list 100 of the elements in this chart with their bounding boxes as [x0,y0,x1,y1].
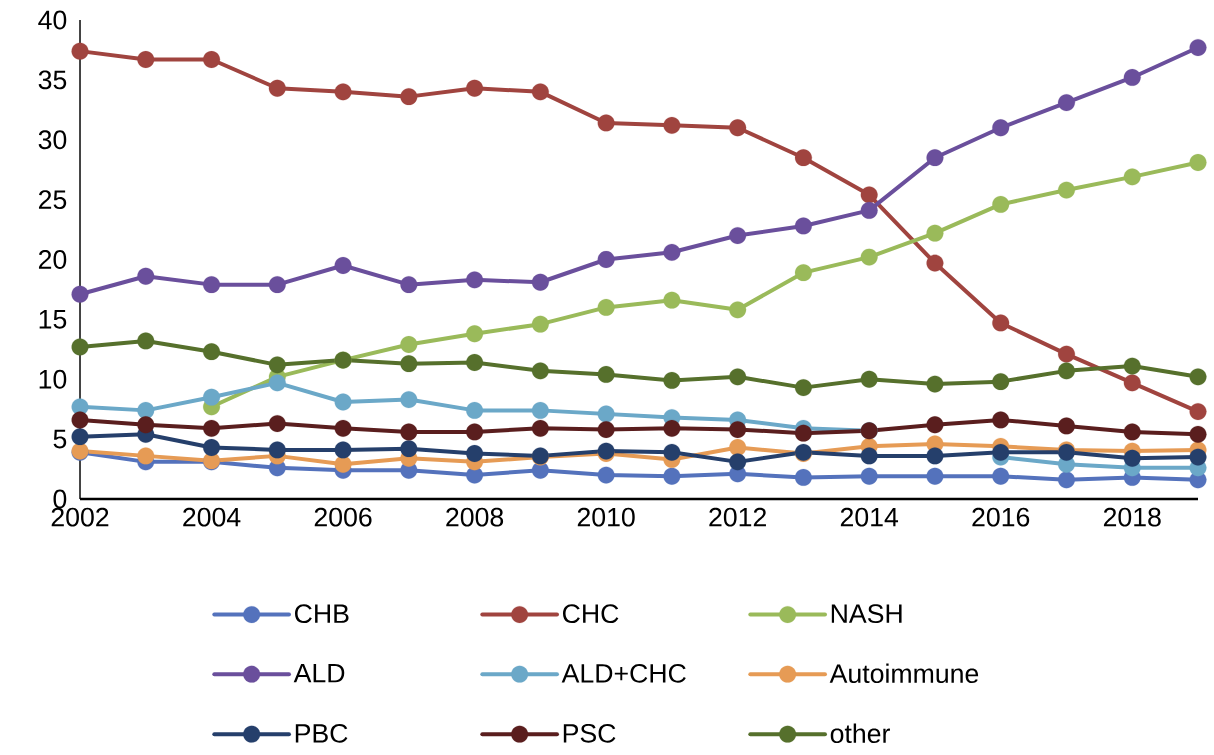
point [1189,448,1207,466]
y-tick-label: 0 [53,489,67,509]
point [268,276,286,294]
point [334,455,352,473]
point [203,439,221,456]
legend-label: PBC [295,723,348,743]
point [1123,449,1141,467]
point [860,186,878,204]
point [1189,368,1207,386]
point [466,325,484,343]
point [729,301,747,319]
point [1189,39,1207,57]
point [794,468,812,486]
point [729,119,747,137]
point [400,423,418,441]
x-tick-label: 2018 [1103,507,1161,527]
point [268,415,286,433]
legend-label: Autoimmune [829,663,979,684]
point [992,314,1010,332]
point [794,264,812,282]
x-tick-label: 2016 [972,507,1030,527]
point [729,439,747,456]
point [663,467,681,485]
point [137,332,155,350]
point [531,419,549,437]
point [137,401,155,419]
point [400,336,418,353]
point [729,227,747,245]
point [992,195,1010,213]
point [268,79,286,97]
point [531,362,549,380]
point [71,42,89,60]
point [203,276,221,294]
point [926,375,944,393]
point [1123,357,1141,375]
point [926,447,944,465]
point [466,271,484,289]
point [531,401,549,419]
point [466,79,484,97]
y-tick-label: 20 [38,250,67,269]
y-tick-label: 30 [38,130,67,150]
point [860,248,878,266]
point [1058,362,1075,380]
point [926,416,944,434]
point [400,355,418,373]
point [926,467,944,485]
point [794,149,812,167]
legend-label: PSC [563,723,616,743]
point [1058,417,1075,435]
x-tick-label: 2006 [314,507,372,527]
y-tick-label: 40 [38,10,67,30]
point [334,393,352,411]
legend-label: CHC [563,604,619,624]
point [926,149,944,167]
y-tick-label: 15 [39,310,67,329]
point [663,419,681,437]
point [1123,68,1141,86]
point [334,83,352,101]
legend-label: NASH [831,604,902,624]
point [1189,154,1207,171]
point [203,51,221,68]
point [531,315,549,333]
x-tick-label: 2010 [577,507,635,527]
point [992,411,1010,429]
point [860,467,878,485]
point [597,298,615,316]
point [268,441,286,459]
point [137,51,155,68]
point [794,424,812,442]
point [597,365,615,383]
x-tick-label: 2008 [446,507,504,527]
point [860,370,878,388]
point [926,224,944,242]
point [729,453,747,471]
point [466,353,484,371]
point [860,447,878,465]
point [71,285,89,303]
point [597,421,615,439]
point [334,257,352,274]
point [137,267,155,285]
point [992,373,1010,391]
point [71,338,89,356]
point [663,116,681,134]
point [597,114,615,132]
point [334,441,352,459]
legend-label: ALD [293,664,345,683]
point [926,254,944,272]
point [71,428,89,446]
y-tick-label: 5 [53,429,67,449]
x-tick-label: 2004 [183,507,241,527]
point [1058,471,1075,489]
point [1058,94,1075,112]
point [729,368,747,386]
point [1123,168,1141,186]
point [1189,425,1207,443]
point [1123,423,1141,441]
x-tick-label: 2014 [840,507,899,527]
point [531,83,549,101]
point [663,443,681,461]
x-tick-label: 2012 [709,507,766,527]
